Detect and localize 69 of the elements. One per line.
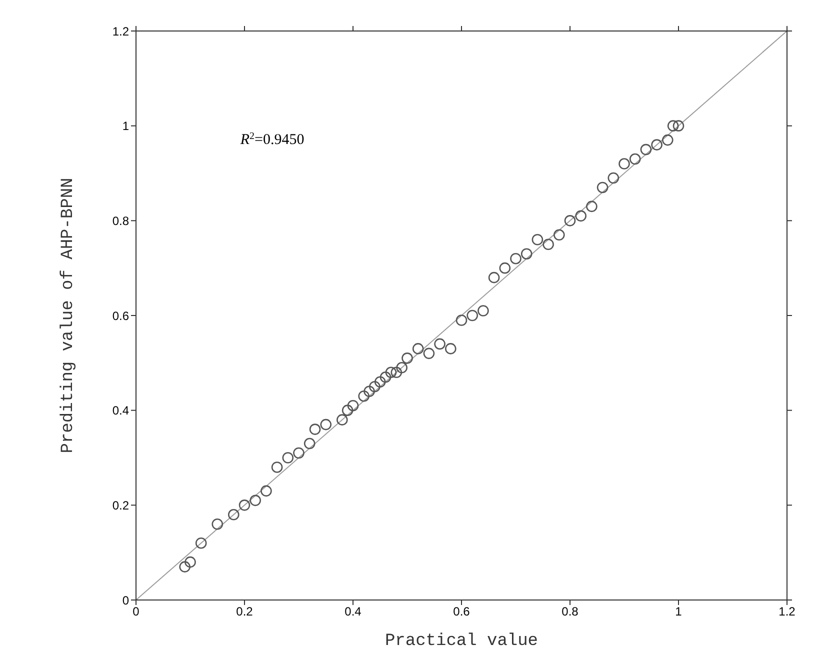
- point: [554, 229, 565, 241]
- y-axis-title: Prediting value of AHP-BPNN: [59, 178, 78, 454]
- point: [238, 500, 250, 511]
- x-tick-label: 0.4: [344, 604, 362, 619]
- point: [390, 366, 402, 378]
- point: [466, 310, 478, 322]
- point: [618, 158, 630, 170]
- x-tick-label: 1: [675, 604, 682, 619]
- point: [396, 362, 408, 374]
- point: [320, 418, 332, 430]
- point: [271, 462, 283, 473]
- point: [478, 305, 489, 316]
- x-tick-label: 0: [132, 604, 140, 619]
- point: [282, 452, 294, 464]
- point: [586, 200, 598, 212]
- point: [212, 518, 224, 530]
- y-tick-label: 0.6: [112, 308, 130, 323]
- point: [260, 485, 272, 497]
- point: [640, 144, 652, 156]
- point: [667, 120, 679, 132]
- y-tick-label: 0.2: [112, 498, 130, 512]
- point: [575, 210, 586, 222]
- point: [336, 414, 348, 426]
- point: [510, 252, 522, 264]
- x-tick-label: 0.8: [562, 604, 579, 619]
- x-tick-label: 0.2: [236, 604, 254, 619]
- y-tick-label: 1: [122, 119, 130, 134]
- point: [564, 215, 576, 226]
- point: [309, 424, 321, 435]
- point: [542, 238, 554, 250]
- y-tick-label: 0.4: [112, 404, 130, 418]
- point: [380, 371, 392, 383]
- point: [228, 509, 240, 520]
- point: [385, 366, 397, 378]
- point: [423, 348, 435, 360]
- point: [532, 234, 544, 246]
- point: [184, 556, 196, 568]
- point: [445, 343, 456, 354]
- point: [651, 139, 662, 150]
- point: [195, 537, 207, 549]
- point: [456, 314, 468, 326]
- point: [358, 390, 370, 402]
- y-tick-label: 0: [122, 593, 130, 608]
- point: [662, 134, 674, 146]
- x-tick-label: 0.6: [453, 604, 470, 619]
- point: [342, 404, 354, 416]
- point: [250, 494, 261, 506]
- point: [488, 272, 500, 284]
- point: [499, 262, 511, 274]
- y-tick-label: 0.8: [112, 214, 130, 228]
- point: [412, 343, 424, 354]
- point: [434, 338, 446, 350]
- point: [364, 386, 375, 398]
- annotation: R$^{2}$=0.9450: [239, 130, 304, 148]
- point: [672, 120, 684, 132]
- x-tick-label: 1.2: [778, 604, 796, 619]
- point: [629, 153, 641, 165]
- point: [347, 400, 359, 412]
- point: [596, 182, 608, 194]
- point: [402, 352, 413, 364]
- point: [293, 447, 304, 459]
- x-axis-title: Practical value: [384, 632, 538, 651]
- point: [520, 248, 532, 260]
- point: [374, 376, 386, 388]
- point: [608, 172, 620, 184]
- point: [369, 380, 380, 392]
- point: [304, 438, 316, 450]
- y-tick-label: 1.2: [112, 24, 130, 38]
- point: [179, 561, 190, 572]
